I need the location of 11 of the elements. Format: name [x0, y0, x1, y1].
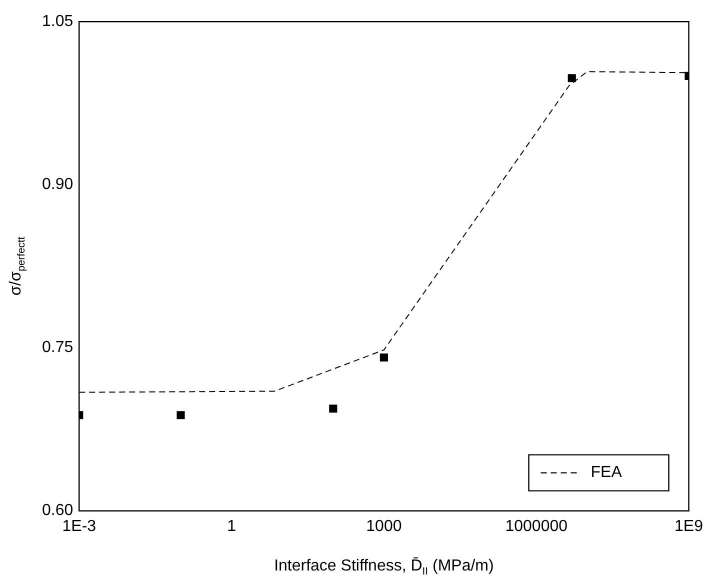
x-tick-label: 1E9 [674, 518, 704, 535]
y-tick-label: 1.05 [42, 13, 74, 30]
x-tick-label: 1 [227, 518, 236, 535]
x-tick-label: 1000 [366, 518, 402, 535]
x-tick-label: 1E-3 [62, 518, 96, 535]
y-axis-title: σ/σperfectt [7, 236, 28, 296]
y-tick-label: 0.60 [42, 502, 74, 520]
y-tick-label: 0.90 [42, 176, 74, 194]
legend-label: FEA [590, 464, 622, 482]
y-tick-label: 0.75 [42, 339, 74, 356]
x-tick-label: 1000000 [505, 518, 568, 535]
